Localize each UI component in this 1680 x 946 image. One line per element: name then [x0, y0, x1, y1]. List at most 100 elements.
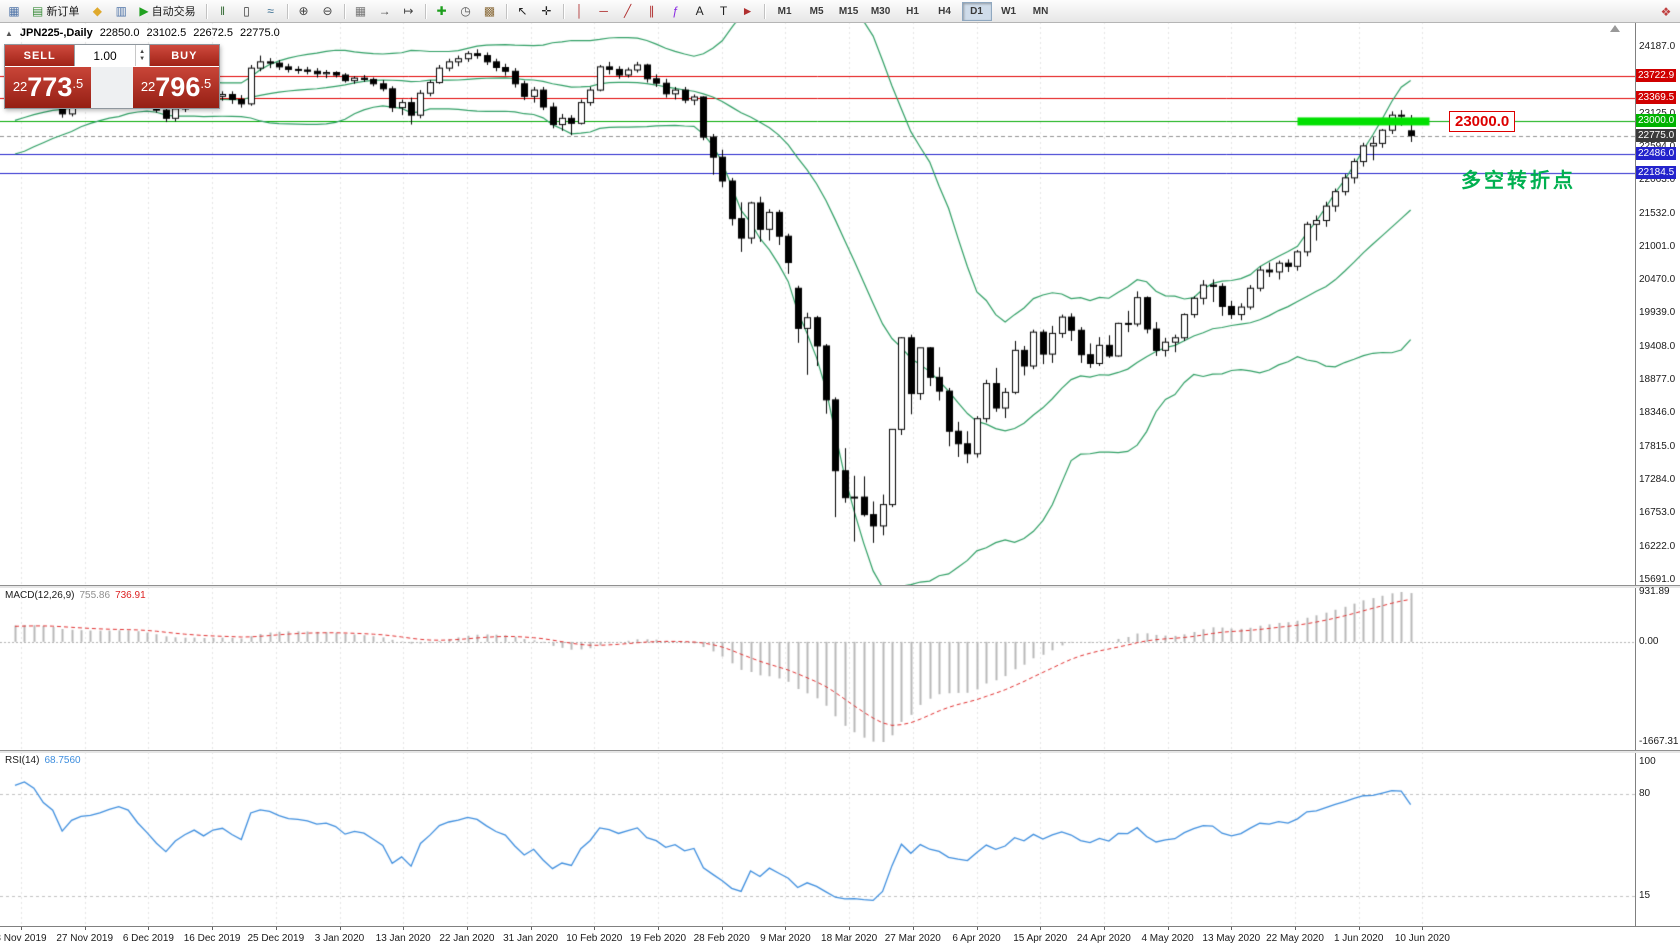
bar-open-value: 22850.0 — [99, 27, 140, 39]
price-tick: 19939.0 — [1639, 307, 1676, 319]
time-tick — [1422, 927, 1424, 930]
spinner-down-icon[interactable]: ▼ — [139, 55, 146, 62]
timeframe-d1[interactable]: D1 — [961, 1, 992, 21]
buy-button[interactable]: BUY — [149, 45, 219, 66]
annotation-text-cn[interactable]: 多空转折点 — [1461, 170, 1576, 192]
autotrading-button[interactable]: ▶ 自动交易 — [134, 2, 200, 20]
date-label: 16 Dec 2019 — [183, 933, 241, 944]
date-label: 4 May 2020 — [1141, 933, 1194, 944]
timeframe-mn[interactable]: MN — [1032, 5, 1049, 17]
vertical-line-icon[interactable]: │ — [575, 4, 584, 18]
fibonacci-icon[interactable]: ƒ — [672, 4, 679, 18]
date-label: 6 Dec 2019 — [122, 933, 174, 944]
timeframe-m15[interactable]: M15 — [838, 5, 859, 17]
time-tick — [1358, 927, 1360, 930]
timeframe-m5[interactable]: M5 — [809, 5, 824, 17]
toolbar-separator — [424, 3, 426, 19]
date-label: 3 Jan 2020 — [314, 933, 365, 944]
buy-price-main: 796 — [155, 72, 201, 102]
time-tick — [1167, 927, 1169, 930]
date-label: 22 Jan 2020 — [439, 933, 495, 944]
chart-header: ▲ JPN225-,Daily 22850.0 23102.5 22672.5 … — [5, 27, 280, 39]
timeframe-h1[interactable]: H1 — [906, 5, 919, 17]
timeframe-m30[interactable]: M30 — [870, 5, 891, 17]
horizontal-line-icon[interactable]: ─ — [599, 4, 608, 18]
tile-windows-icon[interactable]: ▦ — [354, 4, 367, 18]
bar-chart-icon[interactable]: ‖ — [220, 4, 226, 18]
time-tick — [212, 927, 214, 930]
autotrading-icon: ▶ — [139, 4, 149, 18]
volume-field[interactable]: 1.00 ▲ ▼ — [74, 45, 150, 66]
macd-canvas[interactable] — [0, 587, 1635, 750]
zoom-in-icon[interactable]: ⊕ — [298, 4, 309, 18]
trendline-icon[interactable]: ╱ — [623, 4, 632, 18]
new-order-button[interactable]: ▤ 新订单 — [27, 2, 84, 20]
buy-price[interactable]: 22 796.5 — [133, 67, 219, 108]
timeframe-w1[interactable]: W1 — [1001, 5, 1017, 17]
label-tool-icon[interactable]: T — [719, 4, 728, 18]
price-tick: 22594.0 — [1639, 141, 1675, 152]
rsi-canvas[interactable] — [0, 752, 1635, 926]
price-tick: 19408.0 — [1639, 340, 1676, 352]
macd-main-value: 755.86 — [79, 590, 111, 601]
auto-scroll-icon[interactable]: → — [378, 4, 391, 18]
arrows-tool-icon[interactable]: ► — [741, 4, 754, 18]
panel-splitter[interactable] — [0, 585, 1680, 588]
toolbar-separator — [763, 3, 765, 19]
one-click-trading-panel: SELL 1.00 ▲ ▼ BUY 22 773.5 22 796.5 — [4, 44, 220, 109]
indicators-icon[interactable]: ✚ — [436, 4, 447, 18]
text-tool-icon[interactable]: A — [695, 4, 704, 18]
date-label: 6 Apr 2020 — [952, 933, 1001, 944]
spinner-up-icon[interactable]: ▲ — [139, 48, 146, 55]
crosshair-icon[interactable]: ✛ — [541, 4, 552, 18]
toolbar-separator — [562, 3, 564, 19]
volume-value[interactable]: 1.00 — [93, 48, 117, 63]
rsi-title: RSI(14) — [5, 755, 40, 766]
price-tick: 21001.0 — [1639, 240, 1676, 252]
time-tick — [1295, 927, 1296, 930]
one-click-collapse-icon[interactable]: ▲ — [5, 28, 13, 38]
sell-price[interactable]: 22 773.5 — [5, 67, 91, 108]
timeframe-h4[interactable]: H4 — [938, 5, 951, 17]
metaeditor-icon[interactable]: ◆ — [92, 4, 102, 18]
volume-spinner[interactable]: ▲ ▼ — [134, 45, 149, 66]
new-order-icon: ▤ — [32, 4, 44, 18]
main-chart-canvas[interactable] — [0, 22, 1635, 585]
timeframe-m1[interactable]: M1 — [777, 5, 792, 17]
price-tick: 15691.0 — [1639, 573, 1676, 585]
date-label: 27 Nov 2019 — [56, 933, 114, 944]
templates-icon[interactable]: ▩ — [483, 4, 496, 18]
sell-price-frac: .5 — [72, 76, 84, 91]
time-tick — [403, 927, 405, 930]
time-tick — [658, 927, 659, 930]
date-label: 28 Feb 2020 — [693, 933, 750, 944]
toolbar-end-icon[interactable]: ❖ — [1660, 5, 1672, 19]
chart-window-icon[interactable]: ▦ — [8, 4, 20, 18]
sell-button[interactable]: SELL — [5, 45, 75, 66]
time-axis[interactable]: 8 Nov 2019 27 Nov 2019 6 Dec 2019 16 Dec 20… — [0, 926, 1680, 946]
price-tick: 16222.0 — [1639, 540, 1676, 552]
periods-icon[interactable]: ◷ — [460, 4, 471, 18]
panel-splitter[interactable] — [0, 750, 1680, 753]
time-tick — [530, 927, 532, 930]
date-label: 13 Jan 2020 — [375, 933, 431, 944]
chart-shift-marker-icon[interactable] — [1610, 25, 1620, 32]
toolbar: ▦ ▤ 新订单 ◆ ▥ ▶ 自动交易 ‖ ▯ ≈ ⊕ ⊖ ▦ → ↦ ✚ ◷ ▩ ↖ ✛ │ ─ ╱ ∥ ƒ A T ► M1 M5 M1… — [0, 0, 1680, 23]
chart-shift-icon[interactable]: ↦ — [403, 4, 414, 18]
price-tick: 17284.0 — [1639, 473, 1676, 485]
line-chart-icon[interactable]: ≈ — [267, 4, 274, 18]
date-label: 18 Mar 2020 — [821, 933, 878, 944]
channel-icon[interactable]: ∥ — [648, 4, 655, 18]
market-watch-icon[interactable]: ▥ — [115, 4, 128, 18]
macd-axis-zero: 0.00 — [1639, 635, 1659, 647]
macd-title: MACD(12,26,9) — [5, 590, 75, 601]
candlestick-icon[interactable]: ▯ — [243, 4, 250, 18]
rsi-indicator-label: RSI(14) 68.7560 — [5, 755, 81, 766]
zoom-out-icon[interactable]: ⊖ — [322, 4, 333, 18]
cursor-icon[interactable]: ↖ — [517, 4, 528, 18]
date-label: 13 May 2020 — [1202, 933, 1261, 944]
buy-price-frac: .5 — [200, 76, 212, 91]
price-tick: 18877.0 — [1639, 374, 1676, 385]
price-level-label[interactable]: 23000.0 — [1449, 111, 1516, 132]
macd-signal-value: 736.91 — [115, 590, 146, 601]
